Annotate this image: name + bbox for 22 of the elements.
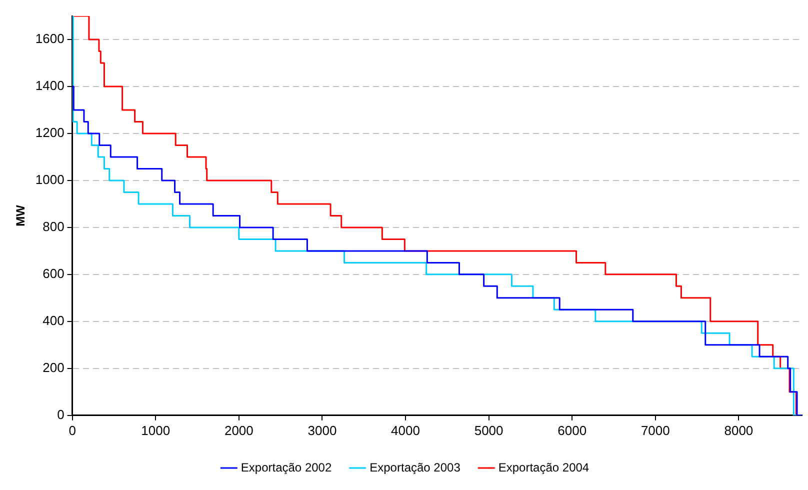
x-tick-label: 6000	[558, 422, 587, 438]
x-tick-label: 1000	[141, 422, 170, 438]
x-tick-label: 8000	[724, 422, 754, 438]
y-tick-label: 800	[42, 219, 64, 234]
x-tick-label: 4000	[391, 422, 420, 438]
legend-label: Exportação 2004	[498, 460, 590, 474]
y-tick-label: 1000	[35, 172, 64, 188]
y-tick-label: 600	[42, 266, 64, 282]
y-tick-label: 200	[42, 360, 64, 375]
y-tick-label: 0	[57, 406, 64, 422]
x-tick-label: 7000	[640, 422, 670, 438]
y-tick-label: 400	[42, 313, 64, 328]
y-tick-label: 1200	[35, 125, 64, 140]
legend-label: Exportação 2002	[240, 460, 332, 474]
x-tick-label: 0	[68, 422, 76, 438]
y-tick-label: 1600	[35, 31, 64, 46]
x-tick-label: 2000	[224, 422, 254, 438]
y-axis-title: MW	[14, 204, 28, 226]
x-tick-label: 5000	[474, 422, 504, 438]
y-tick-label: 1400	[35, 78, 64, 94]
x-tick-label: 3000	[308, 422, 337, 438]
legend-label: Exportação 2003	[370, 460, 461, 474]
